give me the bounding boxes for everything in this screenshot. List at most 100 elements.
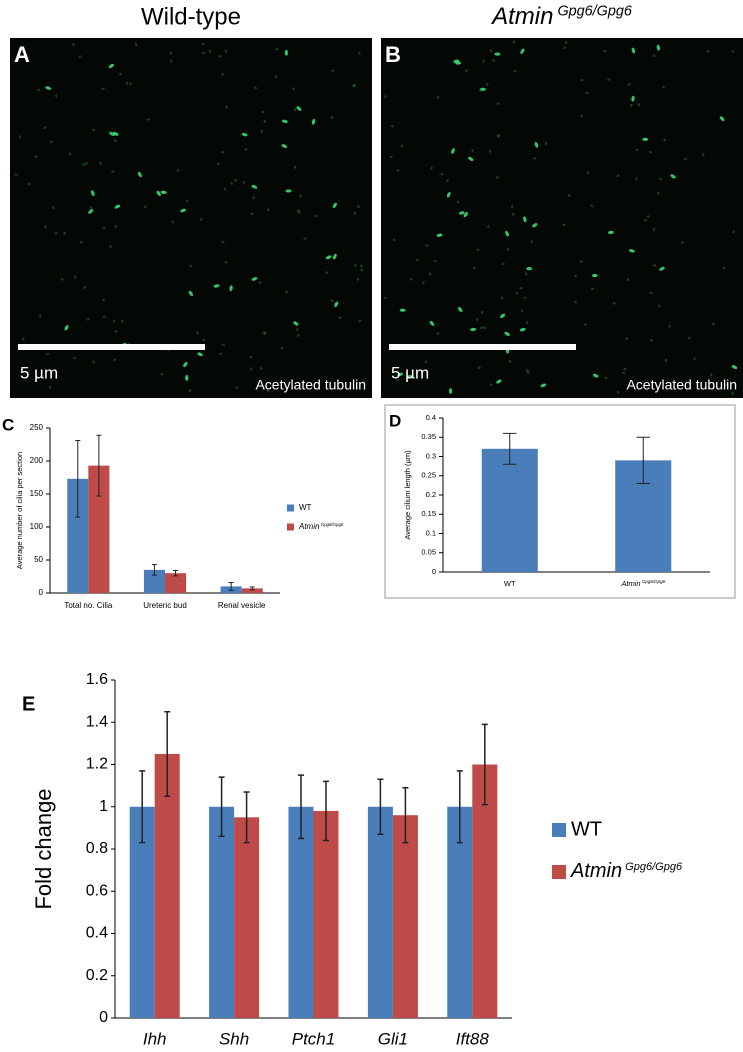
error-bar xyxy=(249,586,255,591)
cilium-signal xyxy=(500,313,506,319)
cilium-signal xyxy=(668,324,671,328)
y-tick-label: 0.3 xyxy=(426,451,436,460)
cilium-signal xyxy=(108,63,115,69)
cilium-signal xyxy=(585,91,589,94)
cilium-signal xyxy=(495,176,499,179)
cilium-signal xyxy=(496,134,500,138)
cilium-signal xyxy=(14,173,18,176)
cilium-signal xyxy=(325,255,332,260)
cilium-signal xyxy=(266,389,270,393)
error-bar xyxy=(297,774,304,840)
cilium-signal xyxy=(293,321,299,326)
cilium-signal xyxy=(629,249,635,253)
bar xyxy=(288,806,314,1018)
cilium-signal xyxy=(280,346,284,350)
cilium-signal xyxy=(285,189,292,193)
x-tick-label: WT xyxy=(504,579,516,588)
error-bar xyxy=(323,780,330,842)
cilium-signal xyxy=(34,155,38,158)
error-bar xyxy=(139,770,146,844)
cilium-signal xyxy=(208,49,212,53)
bar xyxy=(241,588,263,593)
cilium-signal xyxy=(429,272,432,276)
cilium-signal xyxy=(360,264,363,268)
cilium-signal xyxy=(652,227,656,232)
cilium-signal xyxy=(296,106,302,111)
cilium-signal xyxy=(590,204,594,208)
cilium-signal xyxy=(399,308,406,312)
cilium-signal xyxy=(508,360,512,363)
cilium-signal xyxy=(702,153,705,157)
cilium-signal xyxy=(113,358,117,362)
y-tick-label: 0.25 xyxy=(421,471,436,480)
cilium-signal xyxy=(311,118,316,125)
cilium-signal xyxy=(436,233,443,237)
cilium-signal xyxy=(241,132,248,137)
cilium-signal xyxy=(160,373,164,376)
y-axis-label: Average cilium length (µm) xyxy=(403,450,412,540)
cilium-signal xyxy=(202,338,206,342)
cilium-signal xyxy=(730,392,734,395)
cilium-signal xyxy=(532,157,536,160)
cilium-signal xyxy=(111,170,115,173)
x-tick-label: Ptch1 xyxy=(292,1029,335,1048)
bar xyxy=(234,817,260,1018)
cilium-signal xyxy=(88,209,94,214)
cilium-signal xyxy=(525,368,529,372)
cilium-signal xyxy=(254,86,257,90)
cilium-signal xyxy=(637,103,641,107)
cilium-signal xyxy=(101,87,105,90)
cilium-signal xyxy=(109,244,112,248)
cilium-signal xyxy=(221,72,224,76)
panel-label: A xyxy=(14,42,30,67)
cilium-signal xyxy=(687,336,691,340)
cilium-signal xyxy=(591,287,595,291)
cilium-signal xyxy=(68,152,72,156)
cilium-signal xyxy=(629,103,633,107)
cilium-signal xyxy=(463,212,468,218)
y-axis-label: Fold change xyxy=(31,788,56,909)
cilium-signal xyxy=(396,169,400,172)
cilium-signal xyxy=(458,211,465,215)
cilium-signal xyxy=(623,367,627,371)
legend-swatch xyxy=(552,865,566,879)
cilium-signal xyxy=(353,211,356,215)
cilium-signal xyxy=(221,343,226,346)
cilium-signal xyxy=(314,214,318,218)
cilium-signal xyxy=(513,70,517,73)
cilium-signal xyxy=(284,49,288,56)
error-bar xyxy=(228,581,234,591)
y-tick-label: 1.4 xyxy=(86,713,108,730)
cilium-signal xyxy=(515,291,519,295)
cilium-signal xyxy=(530,240,533,244)
cilium-signal xyxy=(477,366,481,369)
cilium-signal xyxy=(297,211,301,214)
cilium-signal xyxy=(446,191,451,198)
cilium-signal xyxy=(642,137,649,141)
x-tick-label: Total no. Cilia xyxy=(64,601,113,610)
cilium-signal xyxy=(415,258,419,262)
cilium-signal xyxy=(656,191,660,195)
cilium-signal xyxy=(422,281,425,285)
cilium-signal xyxy=(489,383,493,386)
error-bar xyxy=(151,564,157,576)
cilium-signal xyxy=(250,367,253,371)
error-bar xyxy=(503,432,517,465)
cilium-signal xyxy=(580,79,584,82)
cilium-signal xyxy=(583,323,588,326)
cilium-signal xyxy=(683,157,688,160)
y-tick-label: 50 xyxy=(34,555,43,564)
cilium-signal xyxy=(171,220,175,224)
cilium-signal xyxy=(643,219,648,222)
cilium-signal xyxy=(525,272,528,276)
y-tick-label: 0.4 xyxy=(426,413,436,422)
cilium-signal xyxy=(188,264,193,268)
cilium-signal xyxy=(92,128,96,131)
cilium-signal xyxy=(180,208,186,213)
cilium-signal xyxy=(534,142,539,148)
cilium-signal xyxy=(90,206,93,210)
cilium-signal xyxy=(334,301,339,308)
cilium-signal xyxy=(37,88,41,92)
cilium-signal xyxy=(648,150,652,154)
